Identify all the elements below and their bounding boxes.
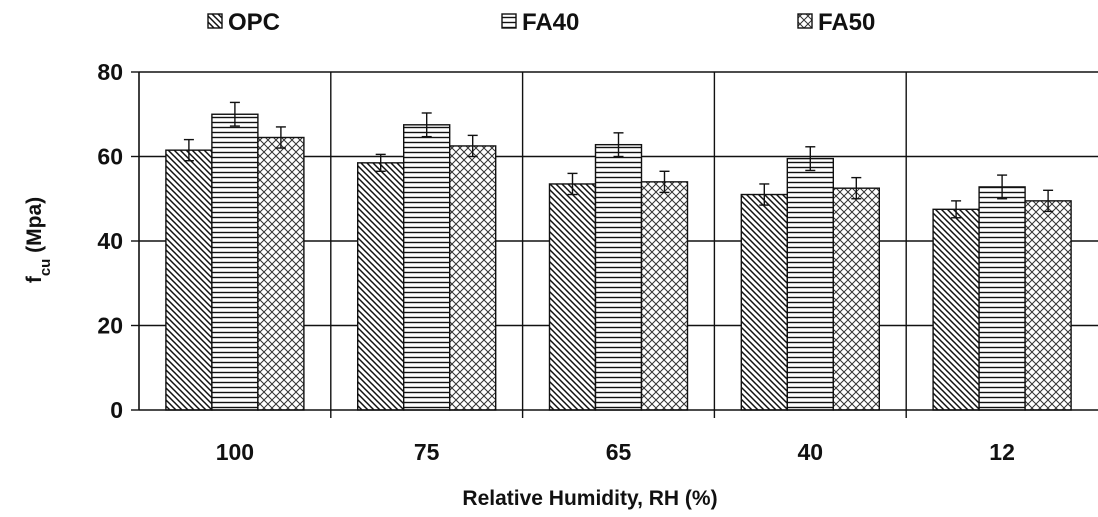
xtick-label-12: 12 xyxy=(989,439,1015,465)
xtick-label-100: 100 xyxy=(216,439,254,465)
bar-fa50-100 xyxy=(257,136,305,411)
legend-swatch-fa50 xyxy=(797,13,813,29)
error-bar-fa50-40 xyxy=(851,176,862,200)
error-bar-fa50-75 xyxy=(467,134,478,158)
axis-labels: 0 20 40 60 80 100 75 65 40 12 Relative Humidity, R… xyxy=(23,59,1015,510)
error-bar-opc-12 xyxy=(951,200,962,219)
error-bar-fa50-65 xyxy=(659,170,670,194)
bar-opc-12 xyxy=(932,208,980,411)
xtick-label-75: 75 xyxy=(414,439,440,465)
ytick-label-60: 60 xyxy=(97,144,123,170)
legend-label-fa50: FA50 xyxy=(818,9,875,36)
ytick-label-20: 20 xyxy=(97,313,123,339)
legend-label-fa40: FA40 xyxy=(522,9,579,36)
bar-opc-40 xyxy=(740,193,788,411)
error-bar-fa40-12 xyxy=(997,174,1008,200)
ytick-label-40: 40 xyxy=(97,228,123,254)
ytick-label-80: 80 xyxy=(97,59,123,85)
error-bar-opc-75 xyxy=(375,153,386,172)
axes xyxy=(131,71,1098,411)
error-bar-fa40-75 xyxy=(421,112,432,138)
error-bar-fa50-100 xyxy=(275,126,286,149)
xtick-label-65: 65 xyxy=(606,439,632,465)
bar-fa50-12 xyxy=(1024,200,1072,411)
legend: OPC FA40 FA50 xyxy=(207,9,875,36)
legend-label-opc: OPC xyxy=(228,9,280,36)
x-axis-title: Relative Humidity, RH (%) xyxy=(462,487,717,510)
xtick-label-40: 40 xyxy=(798,439,824,465)
bar-opc-65 xyxy=(548,183,597,411)
legend-item-fa50: FA50 xyxy=(797,9,875,36)
error-bar-fa40-65 xyxy=(613,132,624,158)
error-bar-opc-40 xyxy=(759,183,770,206)
legend-swatch-fa40 xyxy=(501,13,517,29)
bar-fa40-75 xyxy=(403,124,451,411)
bar-fa50-75 xyxy=(449,145,497,411)
bar-fa50-65 xyxy=(640,181,689,411)
error-bar-fa40-40 xyxy=(805,146,816,172)
bar-fa40-12 xyxy=(978,186,1026,411)
bars xyxy=(165,101,1072,411)
legend-swatch-opc xyxy=(207,13,223,29)
error-bar-opc-65 xyxy=(567,172,578,196)
error-bar-fa40-100 xyxy=(229,101,240,127)
bar-opc-100 xyxy=(165,149,213,411)
error-bar-opc-100 xyxy=(183,138,194,162)
error-bar-fa50-12 xyxy=(1043,189,1054,213)
legend-item-fa40: FA40 xyxy=(501,9,579,36)
y-axis-title: fcu (Mpa) xyxy=(23,197,54,283)
ytick-label-0: 0 xyxy=(110,397,123,423)
legend-item-opc: OPC xyxy=(207,9,280,36)
bar-fa40-100 xyxy=(211,113,259,411)
bar-fa50-40 xyxy=(832,187,880,411)
bar-opc-75 xyxy=(357,162,405,411)
bar-fa40-65 xyxy=(594,143,643,411)
bar-fa40-40 xyxy=(786,157,834,411)
